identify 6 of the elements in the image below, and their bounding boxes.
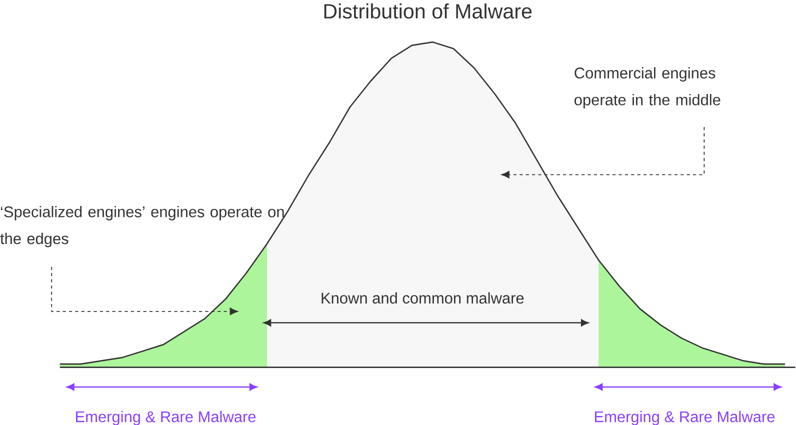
- text: Emerging & Rare Malware: [594, 410, 775, 425]
- text: Emerging & Rare Malware: [76, 410, 256, 425]
- chart-title: Distribution of Malware: [324, 3, 532, 18]
- annotation: Known and common malware: [322, 292, 524, 304]
- annotation: ‘Specialized engines’ engines operate on the edges: [0, 206, 284, 248]
- annotation: Commercial engines operate in the middle: [574, 67, 720, 108]
